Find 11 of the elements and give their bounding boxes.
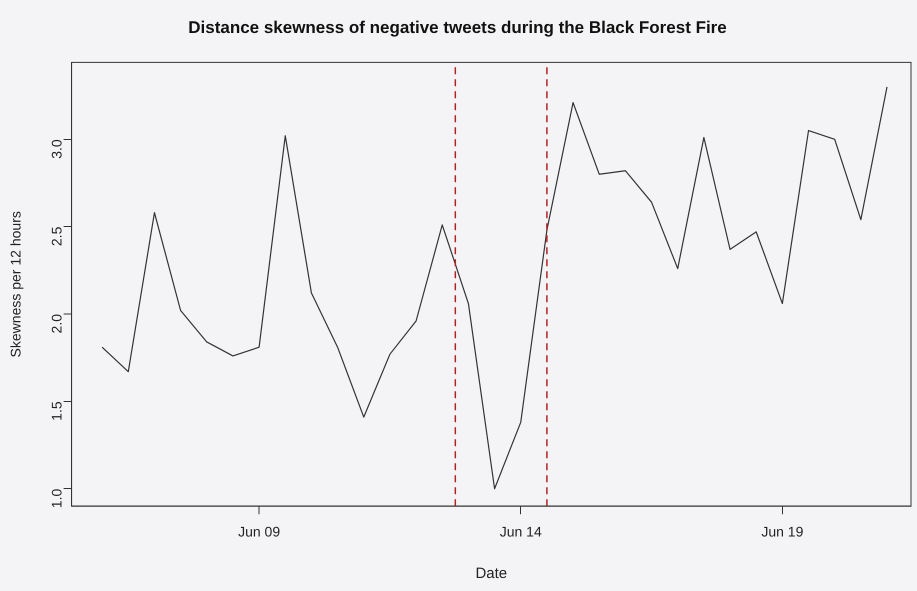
y-tick-label: 1.0 bbox=[48, 488, 64, 508]
x-axis-title: Date bbox=[475, 565, 508, 582]
y-axis-title: Skewness per 12 hours bbox=[7, 211, 24, 358]
x-tick-label: Jun 09 bbox=[238, 523, 280, 540]
y-tick-label: 2.5 bbox=[48, 226, 64, 246]
chart-title: Distance skewness of negative tweets during the Black Forest Fire bbox=[188, 18, 727, 37]
y-tick-label: 1.5 bbox=[48, 401, 64, 421]
x-tick-label: Jun 14 bbox=[500, 523, 542, 540]
y-tick-label: 3.0 bbox=[48, 139, 64, 159]
x-tick-label: Jun 19 bbox=[761, 523, 804, 540]
y-tick-label: 2.0 bbox=[48, 314, 64, 334]
